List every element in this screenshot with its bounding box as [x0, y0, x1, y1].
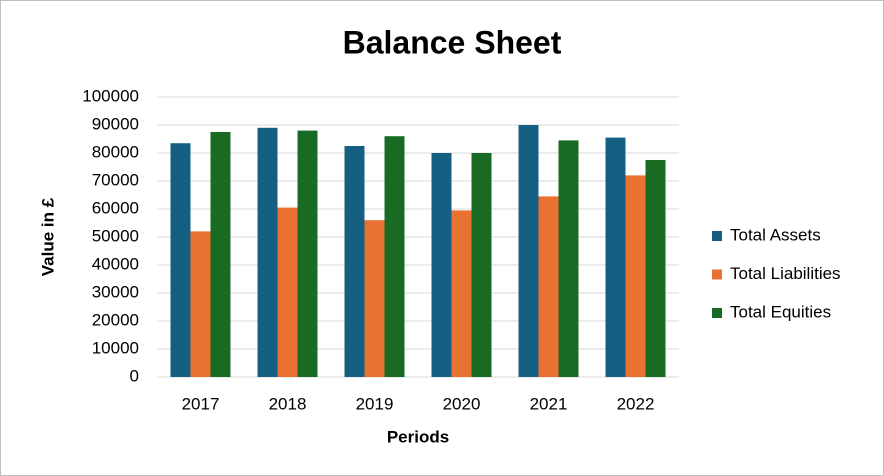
x-axis-label: Periods — [387, 427, 449, 446]
bar — [384, 136, 405, 377]
chart-title: Balance Sheet — [343, 24, 562, 60]
bar — [625, 175, 646, 377]
x-tick-label: 2018 — [269, 394, 307, 413]
bar — [431, 153, 452, 377]
x-tick-label: 2019 — [356, 394, 394, 413]
y-tick-label: 40000 — [92, 254, 139, 273]
x-tick-label: 2020 — [443, 394, 481, 413]
y-tick-label: 70000 — [92, 170, 139, 189]
bar — [605, 137, 626, 377]
bar — [190, 231, 211, 377]
x-tick-label: 2021 — [530, 394, 568, 413]
bar — [364, 220, 385, 377]
bar — [518, 125, 539, 377]
legend-swatch — [712, 269, 722, 280]
y-tick-label: 30000 — [92, 282, 139, 301]
legend-label: Total Equities — [730, 302, 831, 321]
legend-label: Total Assets — [730, 225, 821, 244]
y-tick-label: 60000 — [92, 198, 139, 217]
bar — [297, 130, 318, 377]
x-tick-label: 2017 — [182, 394, 220, 413]
bar — [558, 140, 579, 377]
bar — [170, 143, 191, 377]
bar — [210, 132, 231, 377]
y-tick-label: 50000 — [92, 226, 139, 245]
bar — [257, 127, 278, 377]
y-tick-label: 10000 — [92, 338, 139, 357]
y-axis-label: Value in £ — [38, 197, 57, 276]
bar — [645, 160, 666, 377]
bar — [344, 146, 365, 377]
bar — [538, 196, 559, 377]
legend-label: Total Liabilities — [730, 264, 841, 283]
y-tick-label: 100000 — [82, 86, 139, 105]
legend-swatch — [712, 308, 722, 318]
bar — [471, 153, 492, 377]
y-tick-label: 90000 — [92, 114, 139, 133]
y-tick-label: 20000 — [92, 310, 139, 329]
bar — [451, 210, 472, 377]
y-tick-label: 0 — [130, 366, 139, 385]
y-tick-label: 80000 — [92, 142, 139, 161]
x-tick-label: 2022 — [617, 394, 655, 413]
legend-swatch — [712, 231, 722, 241]
bar — [277, 207, 298, 377]
